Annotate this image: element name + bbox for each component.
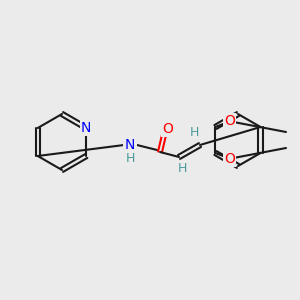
Text: H: H xyxy=(189,125,199,139)
Text: O: O xyxy=(224,114,235,128)
Text: N: N xyxy=(125,138,135,152)
Text: O: O xyxy=(224,152,235,166)
Text: H: H xyxy=(177,163,187,176)
Text: H: H xyxy=(125,152,135,164)
Text: N: N xyxy=(81,121,92,135)
Text: O: O xyxy=(163,122,173,136)
